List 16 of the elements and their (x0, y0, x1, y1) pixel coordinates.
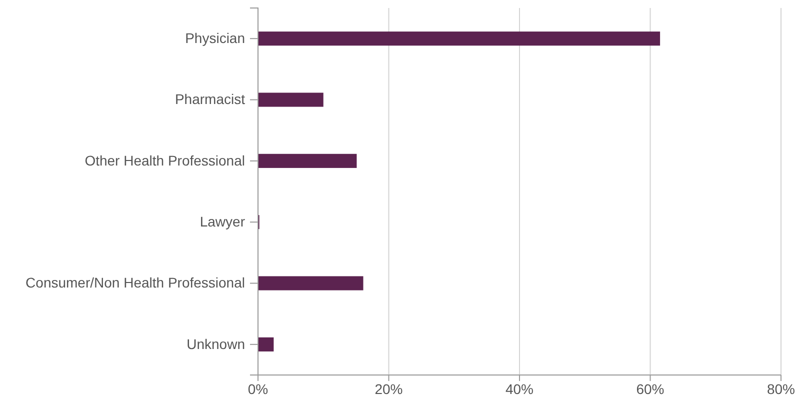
bar (258, 276, 364, 290)
x-tick-label: 40% (505, 380, 534, 397)
bar (258, 32, 660, 46)
x-tick-label: 20% (374, 380, 403, 397)
y-tick-label: Unknown (186, 336, 245, 352)
y-tick-label: Consumer/Non Health Professional (26, 274, 245, 291)
y-tick-label: Pharmacist (174, 91, 246, 108)
y-tick-label: Other Health Professional (84, 152, 245, 168)
y-tick-label: Lawyer (200, 214, 246, 230)
bar (258, 154, 357, 168)
x-tick-label: 0% (248, 380, 268, 397)
x-tick-label: 80% (766, 380, 796, 397)
y-tick-label: Physician (185, 30, 245, 46)
bar (258, 337, 274, 352)
bar (258, 92, 324, 107)
x-tick-label: 60% (636, 380, 664, 397)
